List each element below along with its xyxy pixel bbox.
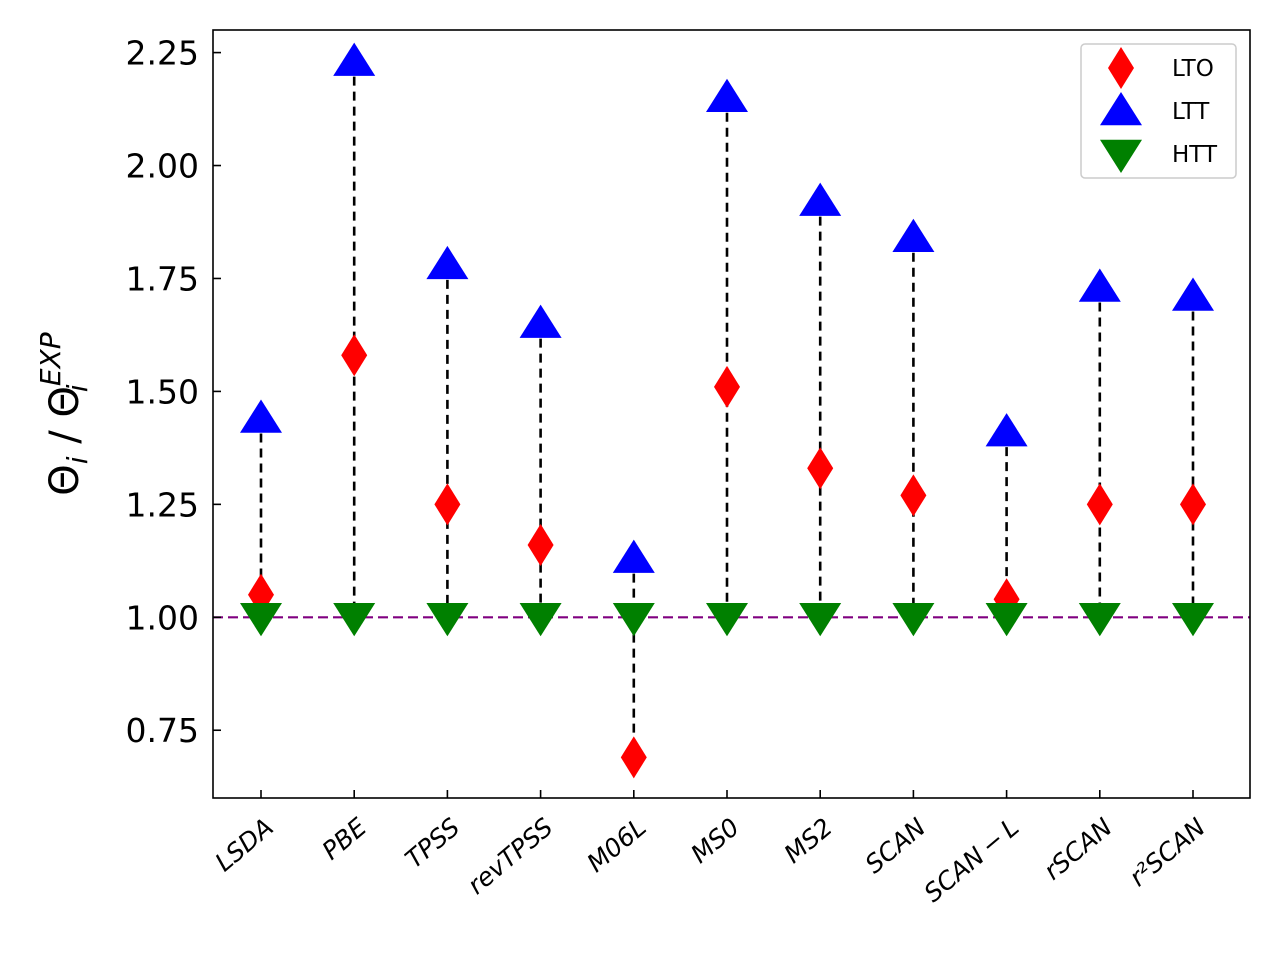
marker-lto-4: [620, 736, 647, 779]
marker-ltt-9: [1078, 268, 1121, 302]
x-tick-label: M06L: [581, 812, 651, 877]
marker-htt-6: [799, 603, 842, 637]
marker-htt-2: [426, 603, 469, 637]
marker-ltt-0: [240, 399, 282, 433]
marker-lto-2: [434, 483, 461, 526]
y-axis-label-text: Θi / ΘEXPi: [34, 332, 94, 496]
marker-htt-10: [1172, 603, 1214, 637]
y-tick-label: 1.25: [126, 485, 199, 524]
x-tick-label: SCAN: [860, 812, 932, 879]
marker-ltt-1: [333, 42, 376, 76]
marker-lto-10: [1180, 483, 1206, 526]
x-tick-label: PBE: [317, 812, 373, 865]
ylabel-sup: EXP: [34, 332, 67, 386]
marker-htt-5: [706, 603, 748, 637]
x-tick-label: SCAN − L: [918, 812, 1024, 907]
x-tick-label: MS2: [779, 812, 839, 869]
marker-ltt-8: [985, 413, 1028, 447]
x-tick-label: r²SCAN: [1124, 812, 1211, 892]
x-tick-label: revTPSS: [462, 812, 559, 900]
marker-lto-5: [714, 365, 740, 408]
legend: LTO LTT HTT: [1080, 43, 1237, 179]
x-tick-label: TPSS: [400, 812, 466, 874]
ylabel-theta: Θ: [42, 464, 88, 495]
marker-lto-3: [527, 524, 554, 567]
marker-ltt-2: [426, 245, 469, 280]
y-tick-label: 2.00: [126, 147, 199, 186]
y-tick-label: 1.50: [126, 372, 199, 411]
marker-htt-3: [519, 603, 562, 637]
marker-htt-9: [1078, 603, 1121, 637]
legend-marker-htt: [1100, 139, 1142, 173]
legend-marker-lto: [1108, 47, 1134, 89]
x-tick-label: LSDA: [210, 812, 279, 877]
y-axis-ticks: 0.75 1.00 1.25 1.50 1.75 2.00 2.25: [126, 34, 221, 750]
ylabel-sep: /: [42, 418, 88, 457]
marker-lto-1: [341, 334, 368, 377]
plot-frame: [212, 29, 1251, 799]
marker-htt-8: [985, 603, 1028, 637]
legend-label-htt: HTT: [1172, 142, 1218, 168]
marker-ltt-7: [892, 218, 935, 253]
y-tick-label: 2.25: [126, 34, 199, 73]
x-tick-label: rSCAN: [1038, 812, 1118, 885]
ylabel-sub2: i: [61, 384, 94, 392]
marker-htt-1: [333, 603, 376, 637]
ylabel-theta2: Θ: [42, 386, 88, 417]
legend-label-ltt: LTT: [1172, 99, 1210, 125]
y-tick-label: 1.00: [126, 598, 199, 637]
marker-ltt-6: [799, 182, 842, 216]
marker-lto-7: [900, 474, 927, 517]
marker-htt-7: [892, 603, 935, 637]
x-tick-label: MS0: [685, 812, 745, 869]
ylabel-sub: i: [61, 456, 94, 464]
marker-ltt-10: [1172, 277, 1214, 311]
marker-ltt-5: [706, 78, 748, 113]
marker-ltt-4: [612, 539, 655, 573]
legend-label-lto: LTO: [1172, 56, 1214, 82]
legend-marker-ltt: [1100, 92, 1142, 126]
y-tick-label: 0.75: [126, 711, 199, 750]
marker-ltt-3: [519, 304, 562, 338]
y-tick-label: 1.75: [126, 259, 199, 298]
connector-lines: [259, 61, 1195, 758]
data-markers: [240, 42, 1214, 779]
marker-lto-6: [807, 447, 834, 490]
marker-htt-0: [240, 603, 282, 637]
marker-lto-9: [1086, 483, 1113, 526]
marker-htt-4: [612, 603, 655, 637]
y-axis-label: Θi / ΘEXPi: [34, 332, 94, 496]
